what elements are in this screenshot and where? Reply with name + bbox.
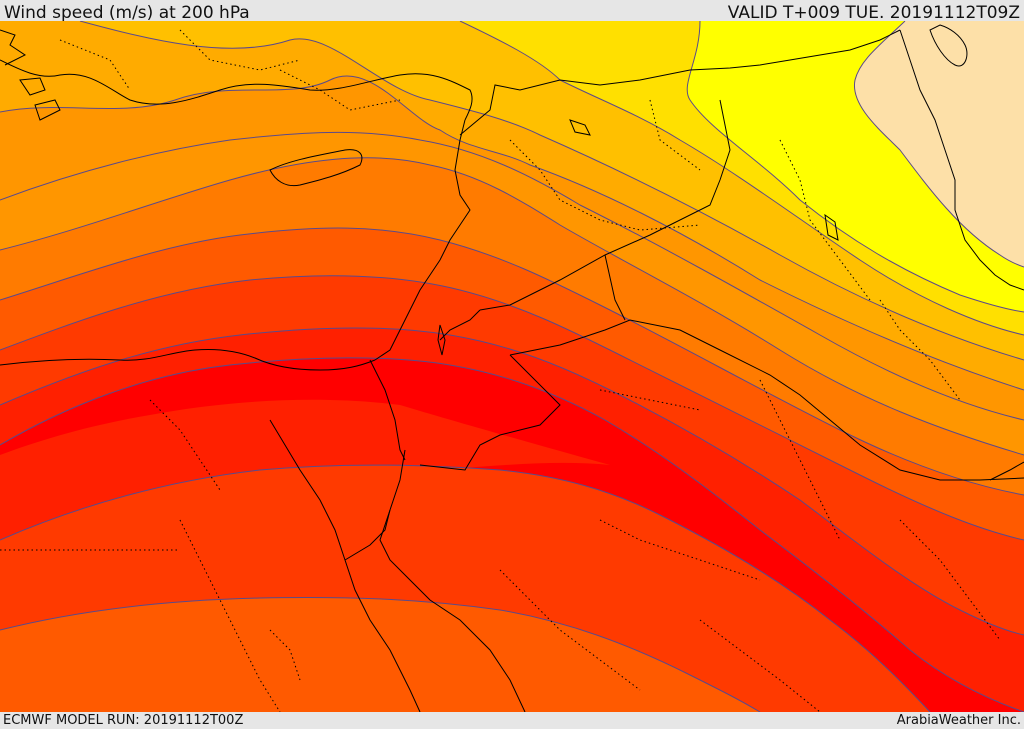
valid-time: VALID T+009 TUE. 20191112T09Z — [727, 3, 1020, 23]
header-bar: Wind speed (m/s) at 200 hPa VALID T+009 … — [0, 0, 1024, 23]
contour-lines — [0, 21, 1024, 712]
footer-bar: ECMWF MODEL RUN: 20191112T00Z ArabiaWeat… — [0, 712, 1024, 729]
model-run: ECMWF MODEL RUN: 20191112T00Z — [3, 713, 244, 728]
band-south-orange-red — [0, 597, 760, 712]
wind-speed-map[interactable] — [0, 21, 1024, 712]
national-borders — [369, 29, 1024, 481]
map-canvas — [0, 21, 1024, 712]
band-very-light — [854, 21, 1024, 267]
credit: ArabiaWeather Inc. — [896, 713, 1021, 728]
map-title: Wind speed (m/s) at 200 hPa — [4, 3, 250, 23]
wind-bands — [0, 21, 1024, 712]
coastlines — [0, 24, 1024, 712]
internal-boundaries — [0, 29, 1001, 712]
